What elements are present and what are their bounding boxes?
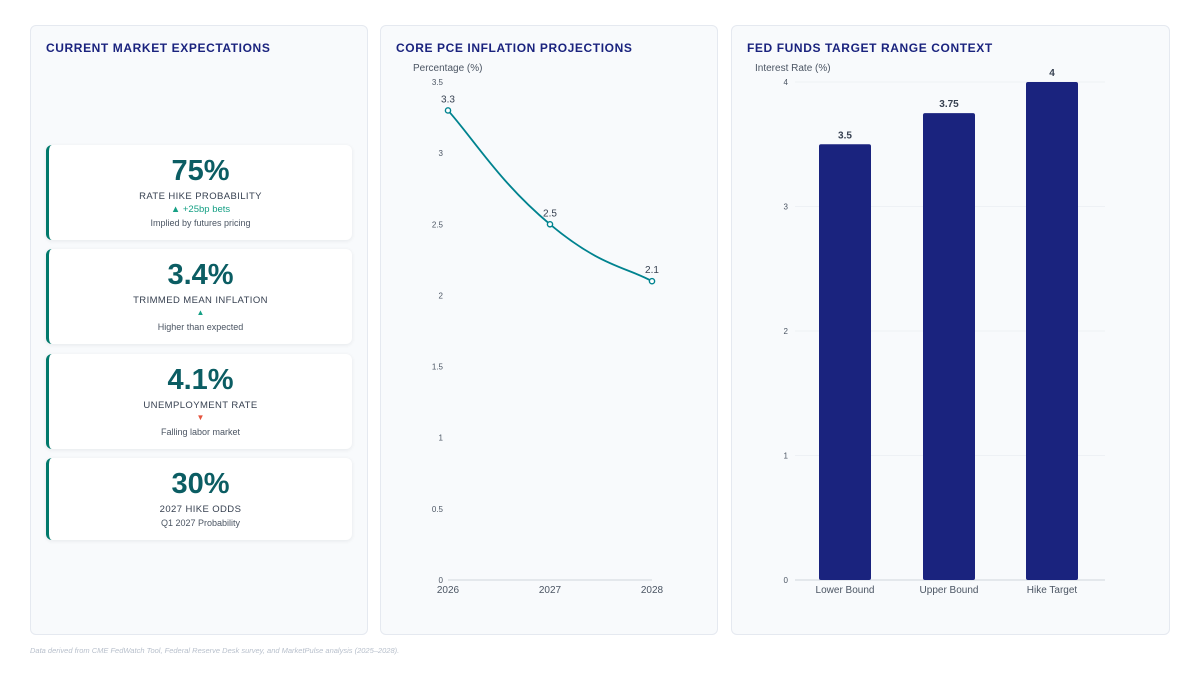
kpi-card-rate-hike-probability: 75% RATE HIKE PROBABILITY ▲ +25bp bets I…: [46, 145, 352, 240]
core-pce-title: CORE PCE INFLATION PROJECTIONS: [396, 41, 633, 55]
kpi-value: 30%: [171, 468, 230, 500]
kpi-value: 3.4%: [167, 259, 234, 291]
kpi-card-unemployment-rate: 4.1% UNEMPLOYMENT RATE ▼ Falling labor m…: [46, 354, 352, 449]
fed-funds-title: FED FUNDS TARGET RANGE CONTEXT: [747, 41, 993, 55]
kpi-note: Higher than expected: [157, 322, 244, 332]
market-expectations-panel: CURRENT MARKET EXPECTATIONS 75% RATE HIK…: [30, 25, 368, 635]
kpi-card-trimmed-mean-inflation: 3.4% TRIMMED MEAN INFLATION ▲ Higher tha…: [46, 249, 352, 344]
kpi-value: 75%: [171, 155, 230, 187]
kpi-delta-up-icon: ▲: [196, 308, 205, 317]
kpi-label: UNEMPLOYMENT RATE: [143, 400, 258, 411]
market-expectations-title: CURRENT MARKET EXPECTATIONS: [46, 41, 271, 55]
kpi-delta-down-icon: ▼: [196, 413, 205, 422]
kpi-note: Falling labor market: [160, 427, 241, 437]
kpi-note: Implied by futures pricing: [150, 218, 251, 228]
kpi-delta-up: ▲ +25bp bets: [170, 204, 231, 215]
footer-source-note: Data derived from CME FedWatch Tool, Fed…: [30, 646, 400, 655]
kpi-label: TRIMMED MEAN INFLATION: [133, 295, 268, 306]
fed-funds-panel: FED FUNDS TARGET RANGE CONTEXT: [731, 25, 1170, 635]
kpi-note: Q1 2027 Probability: [160, 518, 241, 528]
kpi-value: 4.1%: [167, 364, 234, 396]
core-pce-panel: CORE PCE INFLATION PROJECTIONS: [380, 25, 718, 635]
kpi-label: RATE HIKE PROBABILITY: [139, 191, 262, 202]
kpi-card-2027-hike-odds: 30% 2027 HIKE ODDS Q1 2027 Probability: [46, 458, 352, 540]
kpi-label: 2027 HIKE ODDS: [159, 504, 242, 515]
